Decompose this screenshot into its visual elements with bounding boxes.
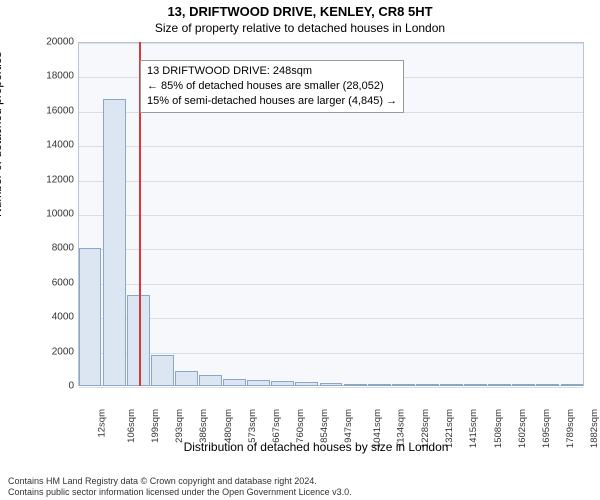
y-tick-label: 4000 <box>34 312 74 323</box>
footer-line-1: Contains HM Land Registry data © Crown c… <box>8 476 592 487</box>
bar <box>79 248 102 386</box>
y-tick-label: 2000 <box>34 346 74 357</box>
callout-line-2: ← 85% of detached houses are smaller (28… <box>147 79 397 94</box>
bar <box>199 375 222 386</box>
y-tick-label: 18000 <box>34 71 74 82</box>
x-axis-label: Distribution of detached houses by size … <box>48 440 584 454</box>
callout-line-3: 15% of semi-detached houses are larger (… <box>147 94 397 109</box>
y-tick-label: 6000 <box>34 277 74 288</box>
x-tick-label: 1882sqm <box>589 409 600 448</box>
chart-subtitle: Size of property relative to detached ho… <box>0 19 600 35</box>
y-axis-label: Number of detached properties <box>0 52 4 217</box>
y-tick-label: 20000 <box>34 37 74 48</box>
bar <box>175 371 198 386</box>
chart-title: 13, DRIFTWOOD DRIVE, KENLEY, CR8 5HT <box>0 0 600 19</box>
y-tick-label: 10000 <box>34 209 74 220</box>
footer-attribution: Contains HM Land Registry data © Crown c… <box>0 476 600 498</box>
callout-line-1: 13 DRIFTWOOD DRIVE: 248sqm <box>147 64 397 79</box>
x-ticks: 12sqm106sqm199sqm293sqm386sqm480sqm573sq… <box>78 386 584 428</box>
y-tick-label: 8000 <box>34 243 74 254</box>
bar <box>151 355 174 386</box>
y-tick-label: 14000 <box>34 140 74 151</box>
footer-line-2: Contains public sector information licen… <box>8 487 592 498</box>
y-tick-label: 0 <box>34 381 74 392</box>
bar <box>103 99 126 386</box>
y-tick-label: 16000 <box>34 105 74 116</box>
bar <box>223 379 246 386</box>
chart-area: 0200040006000800010000120001400016000180… <box>48 42 584 428</box>
y-tick-label: 12000 <box>34 174 74 185</box>
callout-box: 13 DRIFTWOOD DRIVE: 248sqm ← 85% of deta… <box>140 60 404 113</box>
